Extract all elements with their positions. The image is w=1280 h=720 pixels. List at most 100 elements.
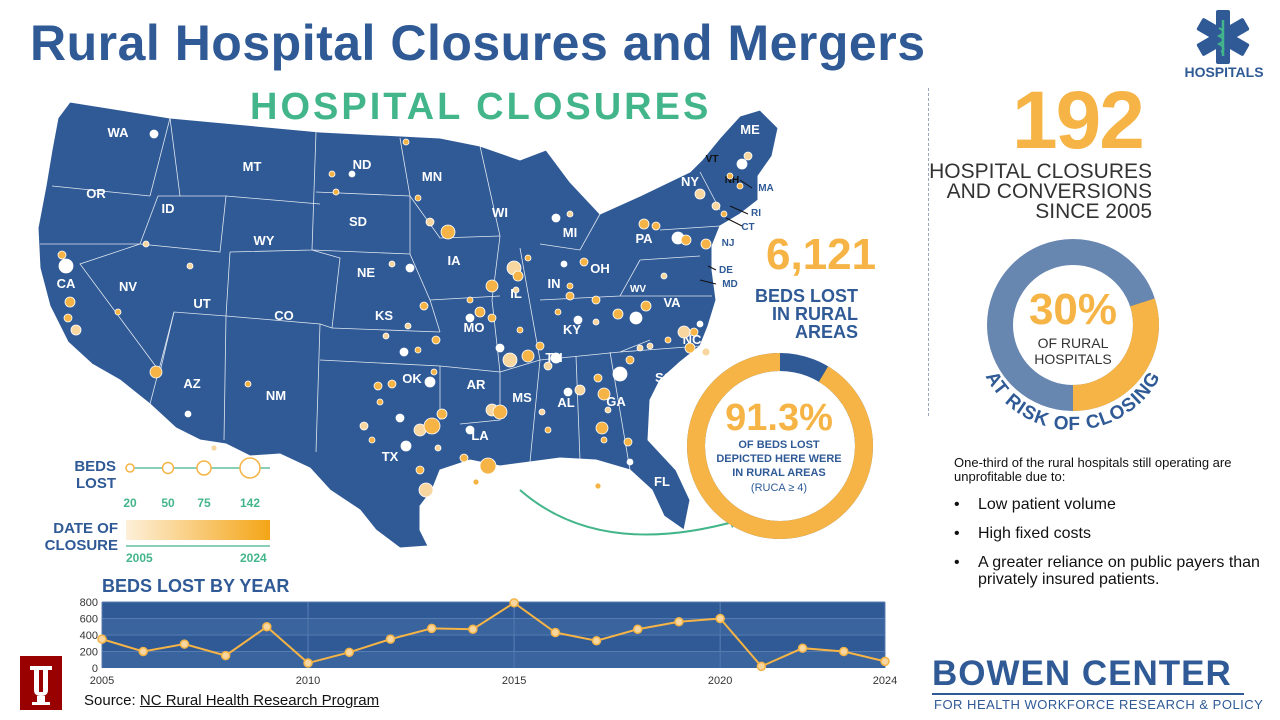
- data-point-2010: [303, 658, 313, 668]
- state-label-ia: IA: [448, 253, 462, 268]
- closure-dot: [57, 250, 67, 260]
- closure-dot: [593, 373, 603, 383]
- closures-line1: HOSPITAL CLOSURES: [929, 160, 1152, 183]
- state-label-md: MD: [722, 279, 738, 290]
- y-tick-label: 0: [92, 663, 98, 675]
- closure-dot: [563, 387, 573, 397]
- closure-dot: [431, 335, 441, 345]
- closure-dot: [711, 201, 721, 211]
- state-label-group: WA OR CA NV ID MT WY UT AZ NM CO ND SD NE KS OK TX MN IA MO…: [57, 122, 774, 489]
- closure-dot: [404, 322, 412, 330]
- closure-dot: [680, 234, 692, 246]
- state-label-wi: WI: [492, 205, 508, 220]
- closure-dot: [332, 188, 340, 196]
- page-title: Rural Hospital Closures and Mergers: [30, 15, 926, 71]
- closure-dot: [423, 417, 441, 435]
- closure-dot: [440, 224, 456, 240]
- state-label-tx: TX: [382, 449, 399, 464]
- closure-dot: [430, 368, 438, 376]
- closure-dot: [566, 282, 574, 290]
- closure-dot: [424, 376, 436, 388]
- closure-dot: [640, 300, 652, 312]
- closure-dot: [382, 332, 390, 340]
- data-point-2009: [262, 622, 272, 632]
- closure-dot: [415, 465, 425, 475]
- y-tick-label: 400: [80, 630, 98, 642]
- legend-value-20: 20: [123, 496, 137, 510]
- closure-dot: [244, 380, 252, 388]
- state-label-wv: WV: [630, 284, 646, 295]
- data-point-2016: [550, 627, 561, 638]
- closure-dot: [70, 324, 82, 336]
- closure-dot: [623, 437, 633, 447]
- closure-dot: [696, 320, 704, 328]
- state-label-mn: MN: [422, 169, 442, 184]
- beds-lost-line2: IN RURAL: [772, 304, 858, 324]
- beds-lost-line3: AREAS: [794, 322, 858, 342]
- donut-rural-arc: [687, 353, 873, 539]
- closure-dot: [465, 313, 475, 323]
- state-label-la: LA: [471, 428, 489, 443]
- state-label-id: ID: [162, 201, 175, 216]
- beds-legend-title: BEDS LOST: [74, 458, 116, 492]
- section-divider: [928, 88, 929, 416]
- x-tick-label: 2010: [296, 675, 320, 687]
- x-tick-label: 2024: [873, 675, 897, 687]
- closure-dot: [425, 217, 435, 227]
- state-label-ny: NY: [681, 174, 699, 189]
- closure-dot: [436, 408, 448, 420]
- beds-by-year-chart: 0 200 400 600 800 2005 2010 2015 2020 2024: [80, 597, 898, 687]
- state-label-ut: UT: [193, 296, 210, 311]
- date-gradient-bar: [126, 520, 270, 540]
- bullet-item: • A greater reliance on public payers tha…: [954, 554, 1260, 588]
- closure-dot: [472, 478, 480, 486]
- closure-dot: [651, 221, 661, 231]
- closure-dot: [376, 398, 384, 406]
- closure-dot: [595, 421, 609, 435]
- closure-dot: [348, 170, 356, 178]
- state-label-va: VA: [663, 295, 681, 310]
- bowen-center-sub: FOR HEALTH WORKFORCE RESEARCH & POLICY: [934, 697, 1264, 712]
- closures-value: 192: [1012, 75, 1145, 166]
- rural-beds-pct: 91.3%: [725, 397, 833, 439]
- data-point-2020: [715, 613, 725, 624]
- closure-dot: [474, 306, 486, 318]
- bullet-item: • High fixed costs: [954, 525, 1091, 542]
- state-label-pa: PA: [635, 231, 653, 246]
- state-label-nh: NH: [725, 175, 739, 186]
- star-of-life-icon: [1196, 10, 1250, 64]
- closure-dot: [521, 349, 535, 363]
- closure-dot: [402, 138, 410, 146]
- closure-dot: [594, 482, 602, 490]
- closure-dot: [638, 218, 650, 230]
- closure-dot: [551, 213, 561, 223]
- closure-dot: [677, 325, 691, 339]
- closure-dot: [660, 272, 668, 280]
- closure-dot: [405, 263, 415, 273]
- closure-dot: [64, 296, 76, 308]
- closure-dot: [387, 379, 397, 389]
- closure-dot: [700, 238, 712, 250]
- closure-dot: [544, 426, 552, 434]
- date-legend-title: DATE OF CLOSURE: [44, 520, 118, 554]
- source-link[interactable]: NC Rural Health Research Program: [139, 692, 380, 709]
- state-label-ga: GA: [606, 394, 626, 409]
- closure-dot: [485, 279, 499, 293]
- risk-pct: 30%: [1028, 285, 1118, 334]
- state-label-oh: OH: [590, 261, 610, 276]
- ruca-note: (RUCA ≥ 4): [750, 482, 808, 494]
- bowen-center-name: BOWEN CENTER: [932, 654, 1232, 693]
- y-tick-label: 200: [80, 647, 98, 659]
- date-end: 2024: [240, 551, 267, 565]
- map-heading: HOSPITAL CLOSURES: [250, 86, 712, 128]
- closure-dot: [399, 347, 409, 357]
- state-label-mo: MO: [464, 320, 485, 335]
- state-label-me: ME: [740, 122, 760, 137]
- state-label-ct: CT: [741, 222, 754, 233]
- state-label-ar: AR: [467, 377, 486, 392]
- closure-dot: [359, 421, 369, 431]
- closure-dot: [186, 262, 194, 270]
- state-label-ky: KY: [563, 322, 581, 337]
- legend-value-142: 142: [239, 496, 261, 510]
- chart-band: [102, 651, 885, 668]
